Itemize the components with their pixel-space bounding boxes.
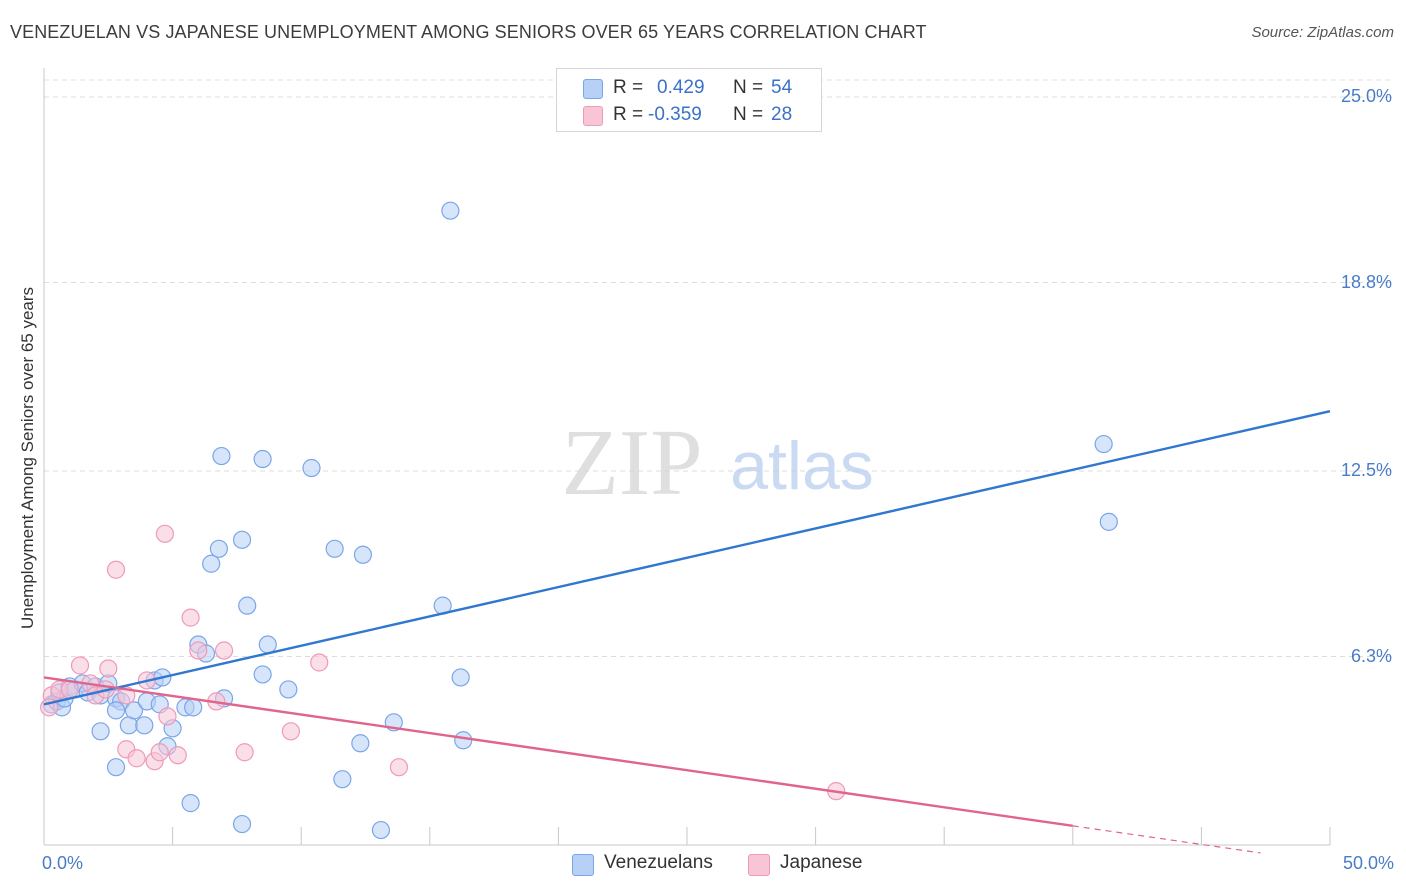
y-axis-label: Unemployment Among Seniors over 65 years — [18, 286, 37, 630]
venezuelan-point — [209, 539, 228, 558]
venezuelan-point — [232, 530, 252, 549]
venezuelan-point — [351, 734, 370, 753]
japanese-point — [214, 641, 234, 660]
japanese-point — [181, 608, 200, 627]
legend-r-value: -0.359 — [648, 104, 702, 125]
venezuelan-point — [325, 539, 344, 558]
scatter-points — [40, 201, 1118, 840]
bottom-legend-label-venezuelans: Venezuelans — [604, 852, 713, 873]
y-tick-label: 12.5% — [1340, 460, 1392, 480]
venezuelan-point — [1099, 512, 1118, 531]
venezuelan-point — [279, 680, 298, 699]
venezuelan-point — [181, 794, 200, 813]
chart-title: VENEZUELAN VS JAPANESE UNEMPLOYMENT AMON… — [10, 22, 927, 42]
venezuelan-point — [302, 458, 321, 478]
watermark-zip: ZIP — [562, 411, 703, 515]
japanese-point — [189, 641, 208, 660]
watermark-atlas: atlas — [730, 428, 874, 504]
japanese-point — [106, 560, 126, 579]
venezuelan-point — [124, 701, 144, 720]
legend-r-value: 0.429 — [657, 77, 705, 98]
legend-n-label: N = — [733, 77, 764, 98]
legend-n-value: 54 — [771, 77, 793, 98]
watermark: ZIP atlas — [562, 411, 874, 515]
y-tick-label: 18.8% — [1340, 271, 1392, 292]
japanese-point — [310, 653, 329, 672]
venezuelan-point — [353, 545, 373, 564]
venezuelan-point — [91, 722, 110, 741]
japanese-point — [70, 656, 90, 675]
venezuelan-point — [333, 770, 352, 789]
bottom-swatch-venezuelans — [572, 854, 594, 876]
japanese-point — [389, 758, 409, 777]
venezuelan-point — [135, 716, 154, 735]
japanese-point — [150, 743, 169, 762]
venezuelan-point — [106, 758, 126, 777]
venezuelan-point — [238, 596, 257, 615]
y-tick-label: 25.0% — [1340, 86, 1392, 106]
x-tick-label-max: 50.0% — [1342, 853, 1394, 873]
venezuelan-point — [212, 446, 231, 466]
trend-lines — [43, 409, 1331, 854]
venezuelan-point — [371, 820, 391, 840]
legend-n-value: 28 — [771, 104, 793, 125]
venezuelan-point — [454, 731, 473, 750]
venezuelan-point — [232, 814, 252, 834]
venezuelan-point — [258, 635, 277, 654]
x-tick-label-min: 0.0% — [42, 853, 84, 873]
y-tick-label: 6.3% — [1350, 645, 1392, 666]
legend-swatch-japanese — [583, 106, 603, 126]
legend-n-label: N = — [733, 104, 764, 125]
japanese-point — [127, 749, 146, 768]
venezuelan-point — [184, 698, 203, 717]
japanese-point — [99, 659, 118, 678]
chart-source: Source: ZipAtlas.com — [1251, 24, 1394, 41]
bottom-swatch-japanese — [748, 854, 770, 876]
legend-r-label: R = — [613, 104, 644, 125]
venezuelan-point — [253, 665, 272, 684]
gridlines — [44, 79, 1392, 658]
venezuelan-point — [1094, 434, 1113, 454]
legend-row-venezuelans: R = 0.429 N = 54 — [557, 75, 821, 101]
venezuelan-point — [441, 201, 460, 220]
venezuelan-trend-line — [43, 409, 1331, 706]
venezuelan-point — [451, 668, 470, 687]
japanese-trend-extension — [1072, 825, 1261, 854]
venezuelan-point — [202, 554, 221, 573]
axes — [43, 68, 1331, 846]
japanese-point — [158, 707, 177, 726]
japanese-point — [60, 680, 79, 699]
venezuelan-point — [253, 449, 272, 469]
legend-row-japanese: R = -0.359 N = 28 — [557, 102, 821, 128]
series-venezuelans — [42, 201, 1118, 840]
japanese-point — [155, 524, 174, 543]
japanese-point — [281, 722, 301, 741]
legend-swatch-venezuelans — [583, 79, 603, 99]
bottom-legend-label-japanese: Japanese — [780, 852, 863, 873]
venezuelan-point — [106, 701, 126, 720]
series-japanese — [40, 524, 846, 801]
japanese-trend-line — [43, 676, 1073, 828]
legend-r-label: R = — [613, 77, 644, 98]
stats-legend: R = 0.429 N = 54 R = -0.359 N = 28 — [556, 68, 822, 132]
japanese-point — [117, 686, 136, 705]
japanese-point — [235, 743, 254, 762]
japanese-point — [168, 746, 187, 765]
